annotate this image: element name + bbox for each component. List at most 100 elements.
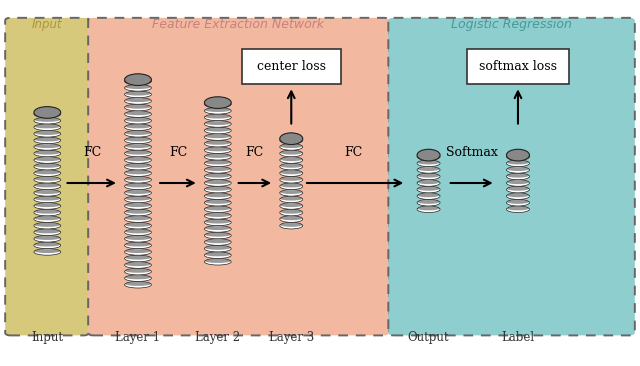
Ellipse shape xyxy=(204,258,231,265)
Ellipse shape xyxy=(280,190,303,196)
Ellipse shape xyxy=(35,144,60,148)
Ellipse shape xyxy=(280,138,302,142)
Ellipse shape xyxy=(280,209,303,216)
Text: Output: Output xyxy=(408,332,449,344)
Ellipse shape xyxy=(507,193,529,197)
Ellipse shape xyxy=(205,233,230,237)
Ellipse shape xyxy=(125,183,151,187)
Ellipse shape xyxy=(125,118,151,122)
Ellipse shape xyxy=(280,133,303,145)
Ellipse shape xyxy=(125,170,151,174)
Ellipse shape xyxy=(34,176,61,183)
Ellipse shape xyxy=(204,114,231,121)
Ellipse shape xyxy=(280,137,303,143)
Ellipse shape xyxy=(507,206,529,210)
Ellipse shape xyxy=(204,121,231,127)
Ellipse shape xyxy=(125,131,151,135)
Ellipse shape xyxy=(417,153,440,160)
FancyBboxPatch shape xyxy=(467,49,569,84)
Text: Label: Label xyxy=(501,332,534,344)
Ellipse shape xyxy=(34,242,61,249)
Ellipse shape xyxy=(125,249,152,255)
Ellipse shape xyxy=(125,196,152,203)
Text: FC: FC xyxy=(169,146,188,159)
Ellipse shape xyxy=(125,85,152,91)
Ellipse shape xyxy=(125,282,151,286)
Ellipse shape xyxy=(204,193,231,199)
Text: Layer 3: Layer 3 xyxy=(269,332,314,344)
Text: Layer 2: Layer 2 xyxy=(195,332,241,344)
Ellipse shape xyxy=(125,269,151,273)
FancyBboxPatch shape xyxy=(388,18,635,335)
Ellipse shape xyxy=(125,236,151,240)
Ellipse shape xyxy=(417,167,440,171)
Ellipse shape xyxy=(34,163,61,170)
Ellipse shape xyxy=(205,259,230,263)
Ellipse shape xyxy=(125,256,151,259)
Ellipse shape xyxy=(125,223,152,229)
Ellipse shape xyxy=(125,249,151,253)
Ellipse shape xyxy=(35,236,60,240)
Ellipse shape xyxy=(125,111,152,117)
Ellipse shape xyxy=(204,206,231,213)
Ellipse shape xyxy=(205,220,230,224)
Ellipse shape xyxy=(417,199,440,206)
Ellipse shape xyxy=(205,226,230,230)
Ellipse shape xyxy=(507,161,529,164)
Ellipse shape xyxy=(280,216,302,220)
Ellipse shape xyxy=(417,173,440,180)
Ellipse shape xyxy=(125,170,152,176)
Ellipse shape xyxy=(34,131,61,137)
Ellipse shape xyxy=(125,255,152,262)
Ellipse shape xyxy=(34,229,61,235)
Ellipse shape xyxy=(280,170,302,174)
Ellipse shape xyxy=(34,209,61,216)
Ellipse shape xyxy=(35,151,60,154)
Ellipse shape xyxy=(280,170,303,176)
Ellipse shape xyxy=(125,183,152,190)
Ellipse shape xyxy=(204,97,231,108)
Ellipse shape xyxy=(35,190,60,194)
Ellipse shape xyxy=(280,210,302,214)
Ellipse shape xyxy=(506,149,529,161)
Ellipse shape xyxy=(125,104,152,111)
Ellipse shape xyxy=(34,111,61,117)
Ellipse shape xyxy=(205,108,230,112)
Ellipse shape xyxy=(205,173,230,178)
FancyBboxPatch shape xyxy=(5,18,89,335)
Ellipse shape xyxy=(280,203,303,209)
Ellipse shape xyxy=(506,193,529,199)
Ellipse shape xyxy=(204,101,231,108)
Ellipse shape xyxy=(35,164,60,168)
Ellipse shape xyxy=(417,187,440,191)
Ellipse shape xyxy=(125,163,152,170)
Ellipse shape xyxy=(417,180,440,184)
Ellipse shape xyxy=(125,268,152,275)
Ellipse shape xyxy=(125,98,152,104)
Ellipse shape xyxy=(204,245,231,252)
Ellipse shape xyxy=(417,180,440,186)
Ellipse shape xyxy=(125,85,151,89)
Ellipse shape xyxy=(204,180,231,186)
Ellipse shape xyxy=(125,235,152,242)
Text: FC: FC xyxy=(345,146,363,159)
Text: Input: Input xyxy=(31,332,63,344)
Ellipse shape xyxy=(34,223,61,229)
Ellipse shape xyxy=(205,147,230,151)
Ellipse shape xyxy=(205,141,230,145)
Ellipse shape xyxy=(125,92,151,96)
Ellipse shape xyxy=(417,154,440,158)
Ellipse shape xyxy=(125,137,152,143)
Ellipse shape xyxy=(204,232,231,239)
Ellipse shape xyxy=(280,143,303,150)
Ellipse shape xyxy=(280,197,302,201)
Ellipse shape xyxy=(125,216,151,220)
Ellipse shape xyxy=(205,193,230,197)
Ellipse shape xyxy=(205,180,230,184)
Ellipse shape xyxy=(280,216,303,223)
Ellipse shape xyxy=(205,187,230,191)
Ellipse shape xyxy=(125,91,152,98)
Ellipse shape xyxy=(125,203,152,209)
Text: FC: FC xyxy=(83,146,101,159)
Ellipse shape xyxy=(507,200,529,204)
